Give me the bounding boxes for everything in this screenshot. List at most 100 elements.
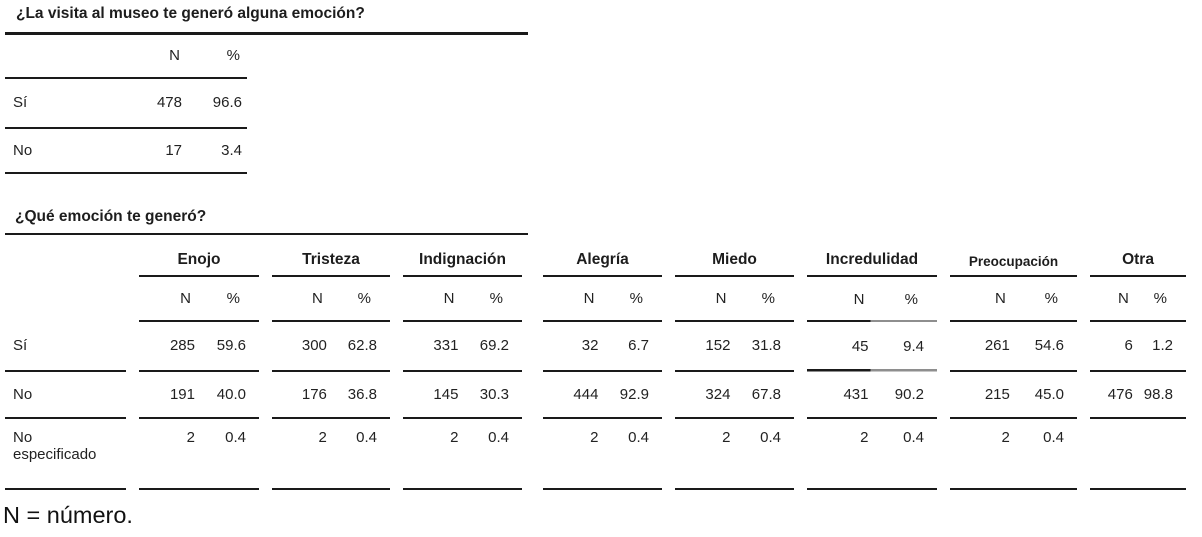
subcol-header-pct: % [904, 291, 918, 308]
table-cell: 45.0 [1034, 385, 1064, 403]
table2-title-rule [5, 232, 528, 235]
table-cell: 59.6 [216, 337, 246, 355]
table1-header-row: N % [5, 35, 247, 79]
table-cell: 2 [722, 428, 731, 446]
subcol-header-n: N [995, 290, 1006, 307]
table2-title: ¿Qué emoción te generó? [15, 207, 207, 225]
cell-group: 261 54.6 [950, 322, 1077, 372]
emotion-column-header: Enojo [139, 235, 259, 277]
table-cell: 145 [433, 385, 459, 403]
emotion-column-label: Enojo [177, 251, 221, 268]
subcol-header-n: N [583, 290, 595, 307]
table-cell: 444 [573, 385, 599, 403]
cell-group: 176 36.8 [272, 372, 390, 419]
table-cell: 1.2 [1152, 337, 1173, 355]
table-cell: 2 [186, 428, 195, 446]
table-cell: 6 [1124, 337, 1133, 355]
emotion-column-header: Indignación [403, 235, 522, 277]
cell-group: 215 45.0 [950, 372, 1077, 419]
table-cell: 0.4 [760, 428, 781, 446]
subcol-header-pct: % [489, 290, 503, 307]
table-cell: 191 [169, 385, 195, 403]
table-cell: 331 [433, 337, 459, 355]
table-cell: 54.6 [1034, 337, 1064, 355]
table-cell: 176 [301, 385, 327, 403]
table-cell: 32 [581, 337, 599, 355]
subheader-group: N% [543, 277, 662, 322]
table1-section: ¿La visita al museo te generó alguna emo… [0, 0, 1202, 174]
table-cell: 96.6 [212, 94, 242, 111]
table-cell: 215 [984, 385, 1010, 403]
emotion-column-header: Incredulidad [807, 235, 937, 277]
table-cell: 36.8 [347, 385, 377, 403]
table-cell: 0.4 [1043, 428, 1064, 446]
cell-group: 476 98.8 [1090, 372, 1186, 419]
subheader-group: N% [1090, 277, 1186, 322]
emotion-column-header: Otra [1090, 235, 1186, 277]
row-label: No [13, 141, 33, 159]
table1-title: ¿La visita al museo te generó alguna emo… [16, 5, 365, 22]
table-cell: 0.4 [903, 428, 924, 446]
subcol-header-pct: % [629, 290, 643, 307]
table-cell: 30.3 [479, 385, 509, 403]
cell-group: 2 0.4 [139, 419, 259, 490]
table-cell: 45 [851, 338, 869, 356]
cell-group: 145 30.3 [403, 372, 522, 419]
table-cell: 324 [705, 385, 731, 403]
row-label: No especificado [5, 419, 126, 490]
table-cell: 67.8 [751, 385, 781, 403]
subcol-header-pct: % [357, 290, 371, 307]
emotion-column-label: Indignación [419, 251, 506, 268]
subheader-group: N% [950, 277, 1077, 322]
cell-group [1090, 419, 1186, 490]
table-cell: 0.4 [356, 428, 377, 446]
subcol-header-pct: % [226, 290, 240, 307]
table1-col-header-pct: % [226, 47, 240, 64]
cell-group: 285 59.6 [139, 322, 259, 372]
subcol-header-n: N [443, 290, 455, 307]
table-cell: 300 [301, 337, 327, 355]
cell-group: 324 67.8 [675, 372, 794, 419]
subheader-group: N% [675, 277, 794, 322]
cell-group: 2 0.4 [272, 419, 390, 490]
subcol-header-n: N [853, 291, 865, 308]
subcol-header-pct: % [1044, 290, 1058, 307]
column-spacer [5, 277, 126, 322]
emotion-column-header: Alegría [543, 235, 662, 277]
cell-group: 191 40.0 [139, 372, 259, 419]
table-cell: 2 [1001, 428, 1010, 446]
table-cell: 90.2 [894, 385, 924, 403]
cell-group: 152 31.8 [675, 322, 794, 372]
emotion-column-header: Tristeza [272, 235, 390, 277]
subcol-header-n: N [180, 290, 191, 307]
emotion-column-label: Preocupación [968, 254, 1059, 269]
table-cell: 2 [318, 428, 327, 446]
table1-col-header-n: N [169, 47, 180, 64]
cell-group: 431 90.2 [807, 372, 937, 419]
cell-group: 6 1.2 [1090, 322, 1186, 372]
subcol-header-n: N [312, 290, 323, 307]
cell-group: 300 62.8 [272, 322, 390, 372]
table-cell: 152 [705, 337, 731, 355]
table-row: No 17 3.4 [5, 129, 247, 174]
table-cell: 40.0 [216, 385, 246, 403]
table-cell: 2 [450, 428, 459, 446]
subheader-group: N% [807, 277, 937, 322]
table-row: No 191 40.0 176 36.8 145 30.3 444 92.9 324 67.8 431… [5, 372, 1202, 419]
column-spacer [5, 235, 126, 277]
cell-group: 2 0.4 [403, 419, 522, 490]
row-label: No [5, 372, 126, 419]
table-cell: 6.7 [628, 337, 649, 355]
table-cell: 0.4 [225, 428, 246, 446]
table-cell: 69.2 [479, 337, 509, 355]
table-cell: 261 [984, 337, 1010, 355]
table-cell: 31.8 [751, 337, 781, 355]
table-cell: 285 [169, 337, 195, 355]
cell-group: 2 0.4 [807, 419, 937, 490]
emotion-column-label: Tristeza [302, 251, 360, 268]
emotion-column-label: Alegría [576, 251, 629, 268]
cell-group: 45 9.4 [807, 322, 937, 372]
table-cell: 17 [165, 141, 182, 159]
table-cell: 478 [156, 94, 182, 111]
